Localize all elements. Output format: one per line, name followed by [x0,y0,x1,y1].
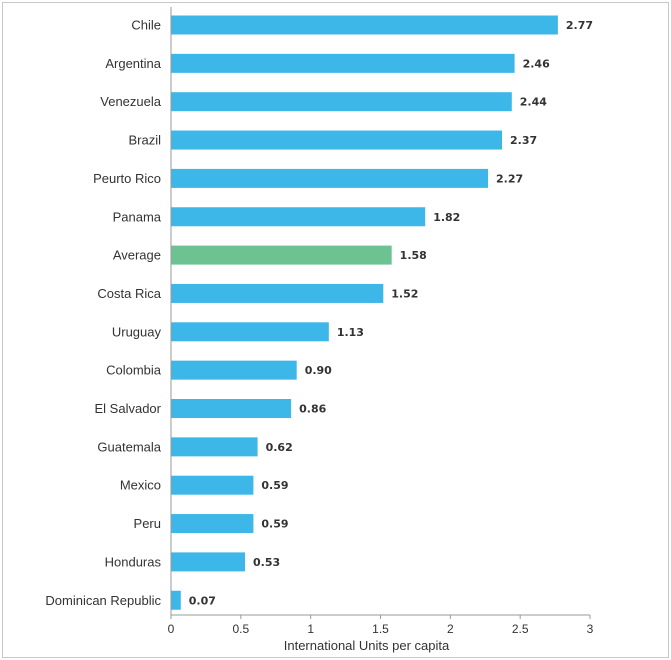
bar-venezuela [171,92,512,112]
value-label-uruguay: 1.13 [337,326,364,339]
bar-honduras [171,552,246,572]
bar-mexico [171,475,254,495]
x-tick-label: 0 [168,622,175,636]
value-label-peru: 0.59 [261,518,288,531]
category-label-peru: Peru [134,516,161,531]
category-label-costa-rica: Costa Rica [97,286,161,301]
bar-dominican-republic [171,590,181,610]
category-label-peurto-rico: Peurto Rico [93,171,161,186]
value-label-el-salvador: 0.86 [299,403,326,416]
bars-group: Chile 2.77 Argentina 2.46 Venezuela 2.44 Brazi… [45,15,593,610]
category-label-brazil: Brazil [128,133,161,148]
value-label-chile: 2.77 [566,19,593,32]
bar-chart: Chile 2.77 Argentina 2.46 Venezuela 2.44 Brazi… [45,7,594,653]
value-label-dominican-republic: 0.07 [189,594,216,607]
bar-panama [171,207,426,227]
value-label-venezuela: 2.44 [520,96,547,109]
value-label-honduras: 0.53 [253,556,280,569]
x-tick-label: 0.5 [232,622,249,636]
category-label-panama: Panama [113,209,162,224]
bar-peurto-rico [171,168,489,188]
x-tick-label: 1 [307,622,314,636]
category-label-argentina: Argentina [105,56,161,71]
category-label-honduras: Honduras [105,554,162,569]
bar-guatemala [171,437,258,457]
bar-chile [171,15,558,35]
category-label-average: Average [113,248,161,263]
x-tick-label: 2.5 [512,622,529,636]
value-label-mexico: 0.59 [261,479,288,492]
value-label-colombia: 0.90 [305,364,332,377]
bar-colombia [171,360,297,380]
bar-brazil [171,130,503,150]
value-label-guatemala: 0.62 [266,441,293,454]
bar-uruguay [171,322,329,342]
value-label-costa-rica: 1.52 [391,287,418,300]
category-label-colombia: Colombia [106,363,162,378]
bar-peru [171,514,254,534]
category-label-guatemala: Guatemala [97,439,161,454]
bar-costa-rica [171,283,384,303]
bar-el-salvador [171,399,292,418]
value-label-argentina: 2.46 [523,57,550,70]
value-label-average: 1.58 [400,249,427,262]
value-label-brazil: 2.37 [510,134,537,147]
value-label-panama: 1.82 [433,211,460,224]
x-axis: 0 0.5 1 1.5 2 2.5 3 [168,7,594,636]
category-label-dominican-republic: Dominican Republic [45,593,161,608]
category-label-uruguay: Uruguay [112,324,162,339]
category-label-el-salvador: El Salvador [95,401,162,416]
bar-argentina [171,53,515,73]
x-tick-label: 1.5 [372,622,389,636]
x-tick-label: 2 [447,622,454,636]
category-label-venezuela: Venezuela [100,94,161,109]
x-tick-label: 3 [587,622,594,636]
bar-average [171,245,392,265]
x-axis-title: International Units per capita [284,638,450,653]
category-label-chile: Chile [131,18,161,33]
category-label-mexico: Mexico [120,478,161,493]
value-label-peurto-rico: 2.27 [496,172,523,185]
